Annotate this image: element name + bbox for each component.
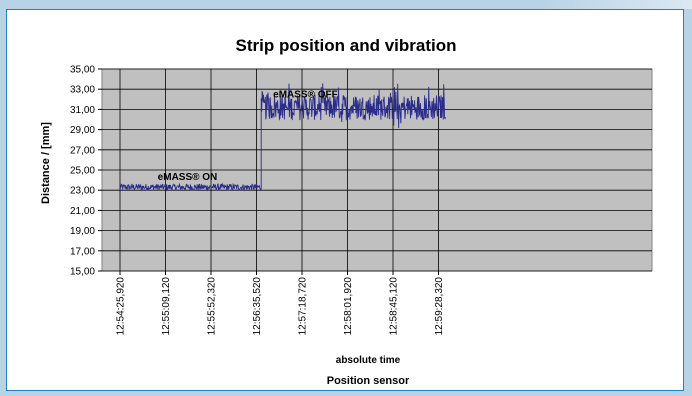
x-tick-label: 12:58:45,120 xyxy=(389,277,400,336)
chart-subtitle: Position sensor xyxy=(326,375,410,387)
x-tick-label: 12:55:09,120 xyxy=(161,277,172,336)
x-tick-label: 12:56:35,520 xyxy=(252,277,263,336)
corner-strip xyxy=(542,0,692,9)
x-tick-label: 12:58:01,920 xyxy=(343,277,354,336)
y-tick-label: 33,00 xyxy=(70,85,95,96)
y-tick-label: 19,00 xyxy=(70,226,95,237)
x-axis-label: absolute time xyxy=(335,355,401,366)
y-tick-label: 21,00 xyxy=(70,206,95,217)
x-tick-label: 12:59:28,320 xyxy=(434,277,445,336)
y-tick-label: 35,00 xyxy=(70,65,95,76)
annotation-emass-off: eMASS® OFF xyxy=(273,89,338,100)
y-tick-label: 27,00 xyxy=(70,145,95,156)
series-line xyxy=(119,83,446,192)
y-tick-label: 25,00 xyxy=(70,166,95,177)
y-axis-label: Distance / [mm] xyxy=(40,122,52,204)
annotation-emass-on: eMASS® ON xyxy=(158,172,218,183)
y-tick-label: 15,00 xyxy=(70,267,95,278)
x-tick-label: 12:57:18,720 xyxy=(298,277,309,336)
y-tick-label: 23,00 xyxy=(70,186,95,197)
y-tick-label: 31,00 xyxy=(70,105,95,116)
x-tick-label: 12:54:25,920 xyxy=(116,277,127,336)
chart-title: Strip position and vibration xyxy=(235,36,457,55)
y-tick-label: 29,00 xyxy=(70,125,95,136)
y-tick-label: 17,00 xyxy=(70,246,95,257)
x-tick-label: 12:55:52,320 xyxy=(207,277,218,336)
